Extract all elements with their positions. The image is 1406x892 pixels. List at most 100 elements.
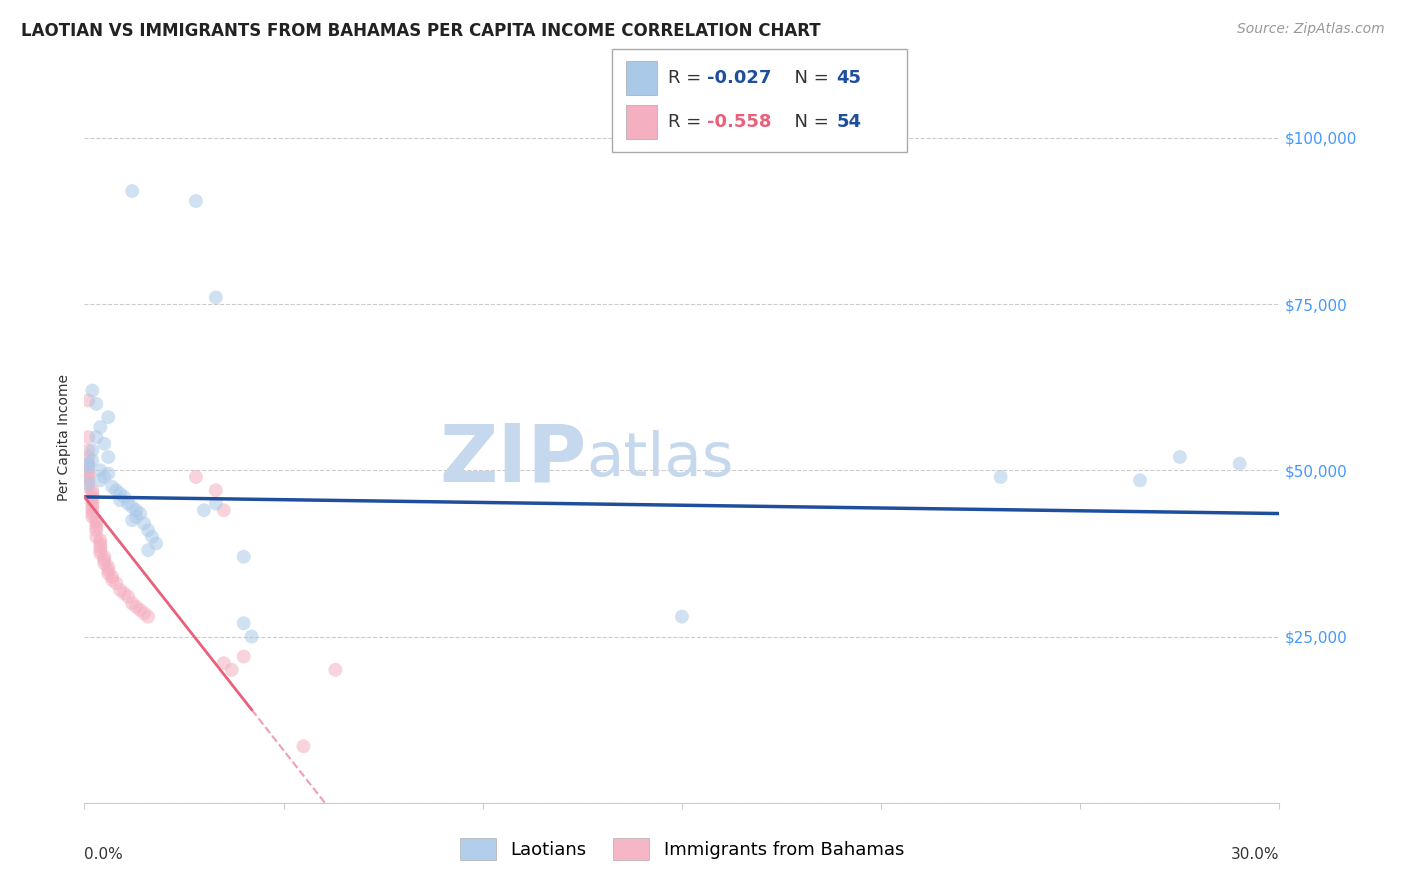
Point [82,453,104,467]
Point [132,607,156,621]
Point [121,184,143,198]
Point [97,566,120,581]
Point [325,663,347,677]
Point [82,509,104,524]
Point [105,576,128,591]
Text: Source: ZipAtlas.com: Source: ZipAtlas.com [1237,22,1385,37]
Point [105,483,128,498]
Point [1168,450,1191,464]
Point [86,523,108,537]
Point [1229,457,1251,471]
Point [77,470,100,484]
Point [86,397,108,411]
Point [205,483,228,498]
Point [1129,473,1152,487]
Point [141,530,163,544]
Point [240,630,263,644]
Point [86,513,108,527]
Point [117,497,139,511]
Point [77,473,100,487]
Point [77,467,100,481]
Point [93,557,115,571]
Point [82,497,104,511]
Point [89,473,111,487]
Point [184,470,207,484]
Point [97,467,120,481]
Point [232,549,254,564]
Text: 45: 45 [837,69,862,87]
Point [93,549,115,564]
Point [232,616,254,631]
Point [221,663,243,677]
Point [86,520,108,534]
Point [89,546,111,560]
Y-axis label: Per Capita Income: Per Capita Income [58,374,72,500]
Text: ZIP: ZIP [439,420,586,498]
Point [89,463,111,477]
Point [193,503,215,517]
Point [97,450,120,464]
Point [89,540,111,554]
Text: R =: R = [668,69,707,87]
Point [77,463,100,477]
Point [205,290,228,304]
Point [292,739,315,754]
Text: LAOTIAN VS IMMIGRANTS FROM BAHAMAS PER CAPITA INCOME CORRELATION CHART: LAOTIAN VS IMMIGRANTS FROM BAHAMAS PER C… [21,22,821,40]
Point [125,599,148,614]
Point [77,430,100,444]
Point [93,436,115,450]
Point [110,486,132,500]
Point [121,500,143,514]
Point [132,516,156,531]
Point [145,536,167,550]
Point [97,559,120,574]
Point [82,490,104,504]
Point [129,603,152,617]
Point [117,590,139,604]
Point [125,509,148,524]
Point [110,582,132,597]
Text: 0.0%: 0.0% [84,847,124,862]
Point [82,500,104,514]
Text: -0.027: -0.027 [707,69,772,87]
Point [93,470,115,484]
Point [89,536,111,550]
Point [121,513,143,527]
Text: -0.558: -0.558 [707,113,772,131]
Point [89,543,111,558]
Legend: Laotians, Immigrants from Bahamas: Laotians, Immigrants from Bahamas [460,838,904,860]
Point [82,443,104,458]
Point [101,570,124,584]
Point [97,563,120,577]
Point [110,493,132,508]
Point [184,194,207,208]
Point [212,656,235,670]
Point [129,507,152,521]
Point [112,490,135,504]
Point [112,586,135,600]
Point [232,649,254,664]
Point [77,450,100,464]
Point [77,443,100,458]
Point [121,596,143,610]
Point [86,530,108,544]
Point [212,503,235,517]
Text: 54: 54 [837,113,862,131]
Point [671,609,693,624]
Text: N =: N = [783,69,835,87]
Point [136,523,159,537]
Point [97,410,120,425]
Point [77,457,100,471]
Text: 30.0%: 30.0% [1232,847,1279,862]
Text: R =: R = [668,113,707,131]
Point [77,393,100,408]
Point [82,493,104,508]
Point [101,480,124,494]
Point [93,553,115,567]
Point [82,503,104,517]
Point [82,486,104,500]
Point [82,507,104,521]
Point [89,533,111,548]
Point [77,480,100,494]
Point [77,457,100,471]
